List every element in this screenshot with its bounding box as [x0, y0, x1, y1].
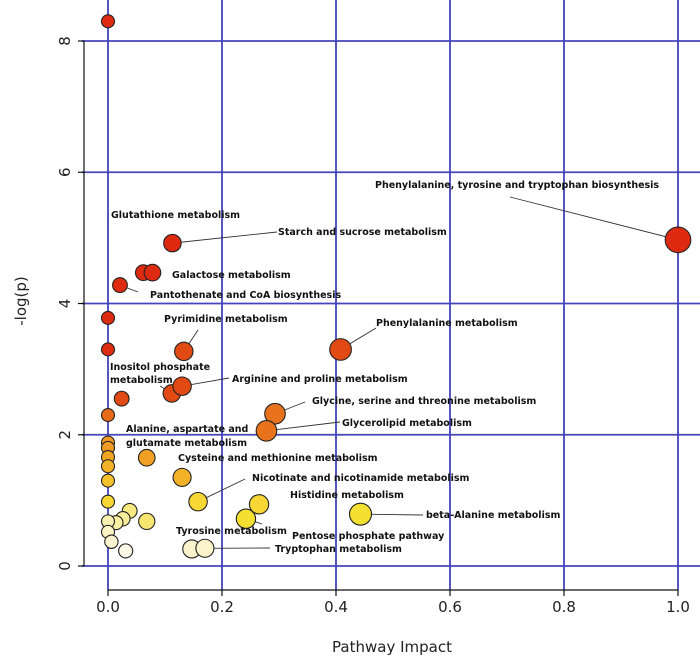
data-point [139, 513, 155, 529]
data-point [119, 544, 133, 558]
leader-line [172, 232, 277, 243]
data-point [102, 343, 115, 356]
point-label: Pantothenate and CoA biosynthesis [150, 290, 341, 301]
y-axis-title: -log(p) [12, 276, 30, 326]
leader-line [510, 197, 678, 240]
data-point [102, 460, 115, 473]
data-point [114, 391, 129, 406]
x-tick-label: 0.2 [210, 598, 234, 616]
point-label: Galactose metabolism [172, 270, 291, 281]
data-point [330, 339, 352, 361]
data-point [102, 311, 115, 324]
data-point [164, 234, 182, 252]
point-label: Pyrimidine metabolism [164, 314, 288, 325]
point-label: beta-Alanine metabolism [426, 510, 560, 521]
data-point [350, 503, 372, 525]
data-point [173, 377, 191, 395]
data-point [173, 468, 191, 486]
x-tick-label: 0.4 [324, 598, 348, 616]
data-point [102, 409, 115, 422]
point-label: Phenylalanine, tyrosine and tryptophan b… [375, 180, 659, 191]
point-label: Tyrosine metabolism [176, 526, 287, 537]
data-point [196, 539, 214, 557]
point-label: Nicotinate and nicotinamide metabolism [252, 473, 470, 484]
point-label: Cysteine and methionine metabolism [178, 453, 378, 464]
y-tick-label: 4 [56, 299, 74, 309]
x-tick-label: 0.8 [552, 598, 576, 616]
y-tick-label: 2 [56, 430, 74, 440]
axes: 0 2 4 6 8 0.0 0.2 0.4 0.6 0.8 1.0 [56, 36, 690, 616]
y-tick-label: 8 [56, 36, 74, 46]
x-axis-title: Pathway Impact [332, 638, 452, 656]
data-point [144, 264, 161, 281]
data-point [189, 492, 207, 510]
point-label: Histidine metabolism [290, 490, 404, 501]
y-tick-label: 6 [56, 167, 74, 177]
point-label: Starch and sucrose metabolism [278, 227, 447, 238]
data-point [175, 342, 193, 360]
x-tick-label: 0.6 [438, 598, 462, 616]
point-label: Glycerolipid metabolism [342, 418, 472, 429]
point-label: Glycine, serine and threonine metabolism [312, 396, 536, 407]
y-tick-label: 0 [56, 561, 74, 571]
x-tick-label: 0.0 [96, 598, 120, 616]
data-point [665, 227, 691, 253]
data-point [256, 421, 277, 442]
point-label: Phenylalanine metabolism [376, 318, 518, 329]
data-point [102, 15, 115, 28]
x-tick-label: 1.0 [666, 598, 690, 616]
point-label: Pentose phosphate pathway [292, 531, 445, 542]
point-label: Arginine and proline metabolism [232, 374, 408, 385]
data-point [102, 495, 115, 508]
data-point [113, 278, 128, 293]
data-point [105, 535, 118, 548]
point-label: Tryptophan metabolism [275, 544, 402, 555]
data-point [102, 474, 115, 487]
point-label: Glutathione metabolism [111, 210, 240, 221]
data-point [138, 449, 155, 466]
